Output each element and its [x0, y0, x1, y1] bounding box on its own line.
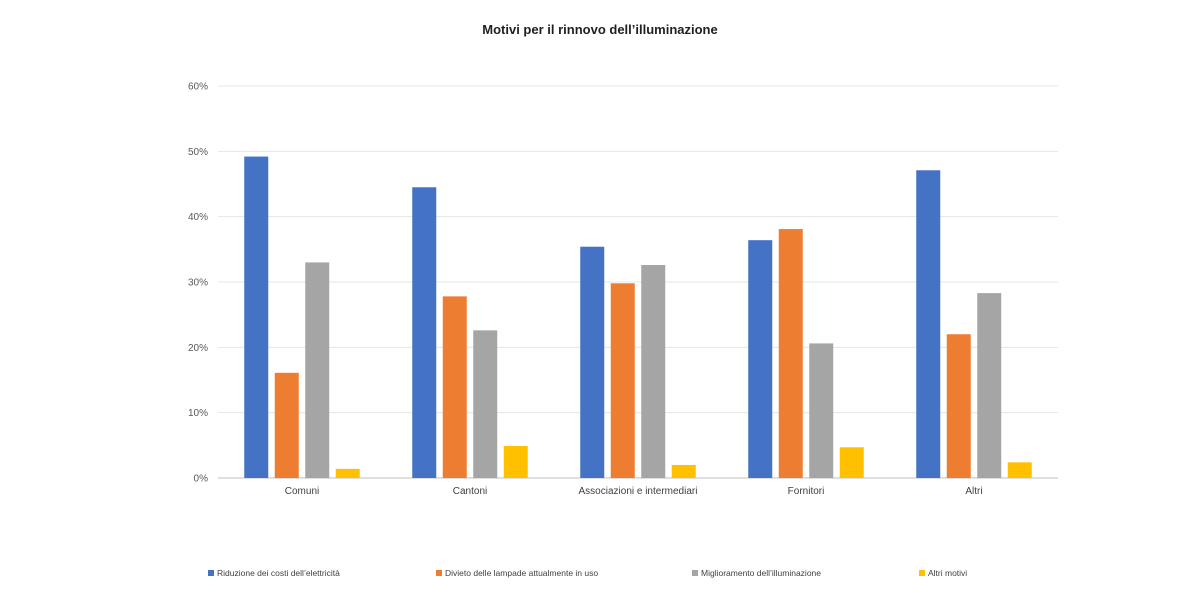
x-axis-category-labels: Comuni Cantoni Associazioni e intermediari… [285, 486, 983, 497]
gridlines [218, 85, 1058, 479]
legend-swatch [692, 570, 698, 576]
bar [977, 293, 1002, 478]
bar [946, 334, 971, 478]
bar [473, 330, 498, 478]
bar [305, 262, 330, 478]
legend-swatch [436, 570, 442, 576]
bar [580, 246, 605, 478]
bar [748, 240, 773, 478]
bar [274, 372, 299, 478]
y-tick-label: 10% [188, 408, 208, 419]
legend-swatch [919, 570, 925, 576]
x-category-label: Altri [965, 486, 982, 497]
legend: Riduzione dei costi dell’elettricità Divi… [208, 568, 967, 578]
bar [671, 464, 696, 478]
y-tick-label: 50% [188, 147, 208, 158]
chart-title: Motivi per il rinnovo dell’illuminazione [482, 22, 717, 37]
bar [916, 170, 941, 478]
x-category-label: Cantoni [453, 486, 487, 497]
bar [641, 265, 666, 478]
x-category-label: Associazioni e intermediari [579, 486, 698, 497]
legend-item: Riduzione dei costi dell’elettricità [208, 568, 340, 578]
legend-swatch [208, 570, 214, 576]
legend-item: Altri motivi [919, 568, 967, 578]
y-tick-label: 40% [188, 212, 208, 223]
bar [809, 343, 834, 478]
bar [442, 296, 467, 478]
bar [1007, 462, 1032, 478]
y-tick-label: 20% [188, 343, 208, 354]
y-tick-label: 30% [188, 278, 208, 289]
bar [839, 447, 864, 478]
legend-label: Miglioramento dell’illuminazione [701, 568, 821, 578]
x-category-label: Comuni [285, 486, 319, 497]
bars [244, 156, 1032, 478]
x-category-label: Fornitori [788, 486, 825, 497]
y-tick-label: 0% [194, 474, 209, 485]
legend-label: Altri motivi [928, 568, 967, 578]
legend-item: Miglioramento dell’illuminazione [692, 568, 821, 578]
y-axis-tick-labels: 0% 10% 20% 30% 40% 50% 60% [188, 82, 208, 485]
bar [610, 283, 635, 478]
y-tick-label: 60% [188, 82, 208, 93]
legend-label: Riduzione dei costi dell’elettricità [217, 568, 340, 578]
bar [335, 468, 360, 478]
bar [778, 229, 803, 478]
bar [412, 187, 437, 478]
legend-item: Divieto delle lampade attualmente in uso [436, 568, 598, 578]
bar [503, 445, 528, 478]
bar [244, 156, 269, 478]
legend-label: Divieto delle lampade attualmente in uso [445, 568, 598, 578]
